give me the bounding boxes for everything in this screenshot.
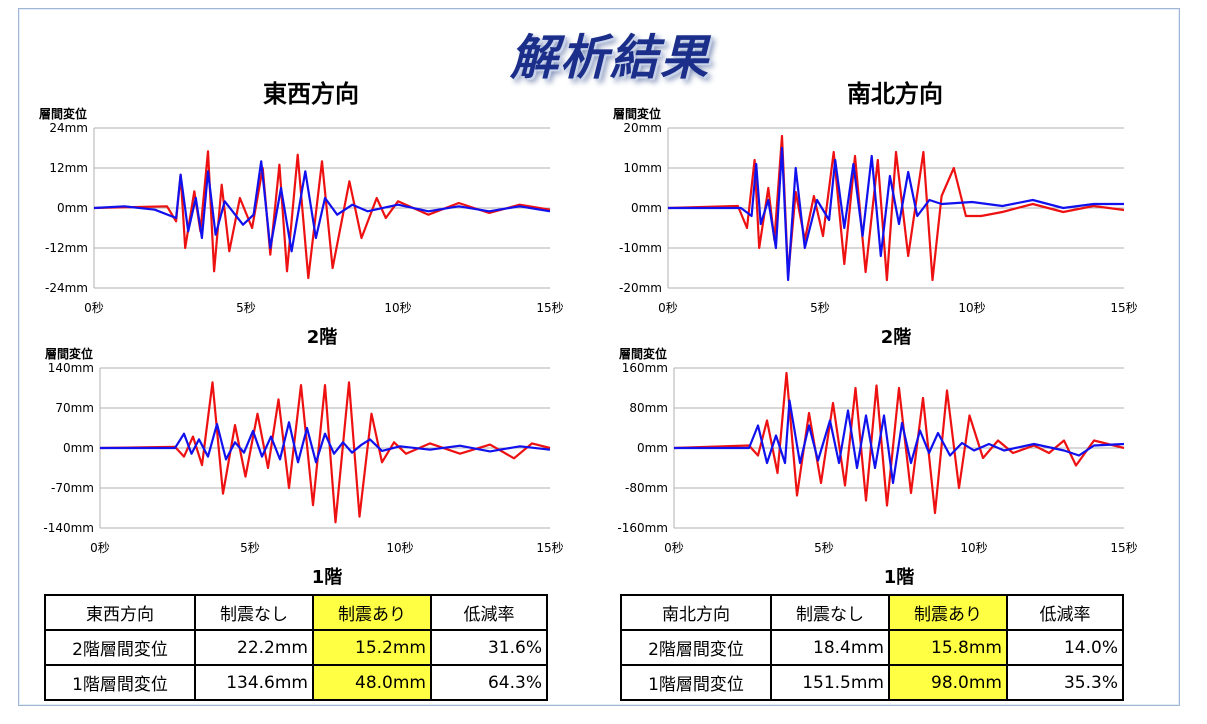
y-axis-label: 層間変位 [619, 346, 667, 361]
caption-ew-2f: 2階 [306, 327, 338, 348]
y-tick-label: 0mm [637, 441, 668, 455]
table-cell: 18.4mm [770, 629, 890, 666]
x-tick-label: 5秒 [240, 541, 260, 555]
table-cell: 15.8mm [888, 629, 1008, 666]
table-cell: 151.5mm [770, 664, 890, 701]
y-tick-label: 80mm [629, 401, 668, 415]
x-tick-label: 10秒 [960, 541, 987, 555]
y-tick-label: 160mm [622, 361, 668, 375]
x-tick-label: 0秒 [84, 301, 104, 315]
y-tick-label: 0mm [63, 441, 94, 455]
x-tick-label: 0秒 [90, 541, 110, 555]
table-header-cell: 制震なし [194, 594, 314, 631]
table-cell: 15.2mm [312, 629, 432, 666]
table-cell: 14.0% [1006, 629, 1124, 666]
y-tick-label: -20mm [619, 281, 662, 295]
y-tick-label: -70mm [51, 481, 94, 495]
y-tick-label: -24mm [45, 281, 88, 295]
series-line-no-damper [673, 371, 1125, 515]
series-line-with-damper [674, 399, 1125, 485]
y-axis-label: 層間変位 [45, 346, 93, 361]
x-tick-label: 0秒 [658, 301, 678, 315]
table-cell: 1階層間変位 [44, 664, 196, 701]
x-tick-label: 5秒 [236, 301, 256, 315]
results-table-north-south: 南北方向 制震なし 制震あり 低減率 2階層間変位 18.4mm 15.8mm … [620, 594, 1124, 701]
caption-ns-2f: 2階 [880, 327, 912, 348]
table-header-cell: 南北方向 [620, 594, 772, 631]
table-cell: 31.6% [430, 629, 548, 666]
page-title: 解析結果 [509, 30, 710, 86]
table-header-row: 南北方向 制震なし 制震あり 低減率 [620, 594, 1124, 631]
y-tick-label: 12mm [49, 161, 88, 175]
table-cell: 22.2mm [194, 629, 314, 666]
y-tick-label: -140mm [43, 521, 94, 535]
caption-ns-1f: 1階 [883, 567, 915, 588]
x-tick-label: 5秒 [814, 541, 834, 555]
table-header-cell: 制震あり [888, 594, 1008, 631]
table-cell: 134.6mm [194, 664, 314, 701]
x-tick-label: 0秒 [664, 541, 684, 555]
table-header-cell: 制震なし [770, 594, 890, 631]
y-axis-label: 層間変位 [613, 106, 661, 121]
caption-ew-1f: 1階 [311, 567, 343, 588]
table-row: 1階層間変位 151.5mm 98.0mm 35.3% [620, 664, 1124, 701]
east-west-title: 東西方向 [263, 80, 359, 108]
table-header-cell: 制震あり [312, 594, 432, 631]
x-tick-label: 10秒 [958, 301, 985, 315]
y-tick-label: -10mm [619, 241, 662, 255]
table-row: 2階層間変位 18.4mm 15.8mm 14.0% [620, 629, 1124, 666]
series-line-with-damper [100, 421, 551, 464]
y-tick-label: 140mm [48, 361, 94, 375]
x-tick-label: 15秒 [1110, 301, 1137, 315]
x-tick-label: 15秒 [1110, 541, 1137, 555]
y-tick-label: -12mm [45, 241, 88, 255]
y-tick-label: 0mm [631, 201, 662, 215]
table-cell: 1階層間変位 [620, 664, 772, 701]
y-tick-label: 0mm [57, 201, 88, 215]
table-cell: 35.3% [1006, 664, 1124, 701]
table-cell: 48.0mm [312, 664, 432, 701]
series-line-with-damper [668, 146, 1124, 282]
x-tick-label: 15秒 [536, 541, 563, 555]
table-cell: 64.3% [430, 664, 548, 701]
table-cell: 2階層間変位 [620, 629, 772, 666]
table-cell: 2階層間変位 [44, 629, 196, 666]
x-tick-label: 15秒 [536, 301, 563, 315]
y-tick-label: -80mm [625, 481, 668, 495]
results-table-east-west: 東西方向 制震なし 制震あり 低減率 2階層間変位 22.2mm 15.2mm … [44, 594, 548, 701]
table-header-cell: 東西方向 [44, 594, 196, 631]
y-tick-label: 10mm [623, 161, 662, 175]
y-tick-label: 70mm [55, 401, 94, 415]
table-row: 2階層間変位 22.2mm 15.2mm 31.6% [44, 629, 548, 666]
y-tick-label: -160mm [617, 521, 668, 535]
x-tick-label: 10秒 [384, 301, 411, 315]
x-tick-label: 10秒 [386, 541, 413, 555]
y-tick-label: 20mm [623, 121, 662, 135]
north-south-title: 南北方向 [847, 80, 943, 108]
table-header-row: 東西方向 制震なし 制震あり 低減率 [44, 594, 548, 631]
table-row: 1階層間変位 134.6mm 48.0mm 64.3% [44, 664, 548, 701]
series-line-with-damper [93, 160, 551, 253]
content-frame [18, 8, 1180, 706]
y-axis-label: 層間変位 [39, 106, 87, 121]
series-line-no-damper [93, 150, 551, 280]
x-tick-label: 5秒 [810, 301, 830, 315]
table-cell: 98.0mm [888, 664, 1008, 701]
table-header-cell: 低減率 [430, 594, 548, 631]
series-line-no-damper [99, 381, 551, 524]
table-header-cell: 低減率 [1006, 594, 1124, 631]
y-tick-label: 24mm [49, 121, 88, 135]
